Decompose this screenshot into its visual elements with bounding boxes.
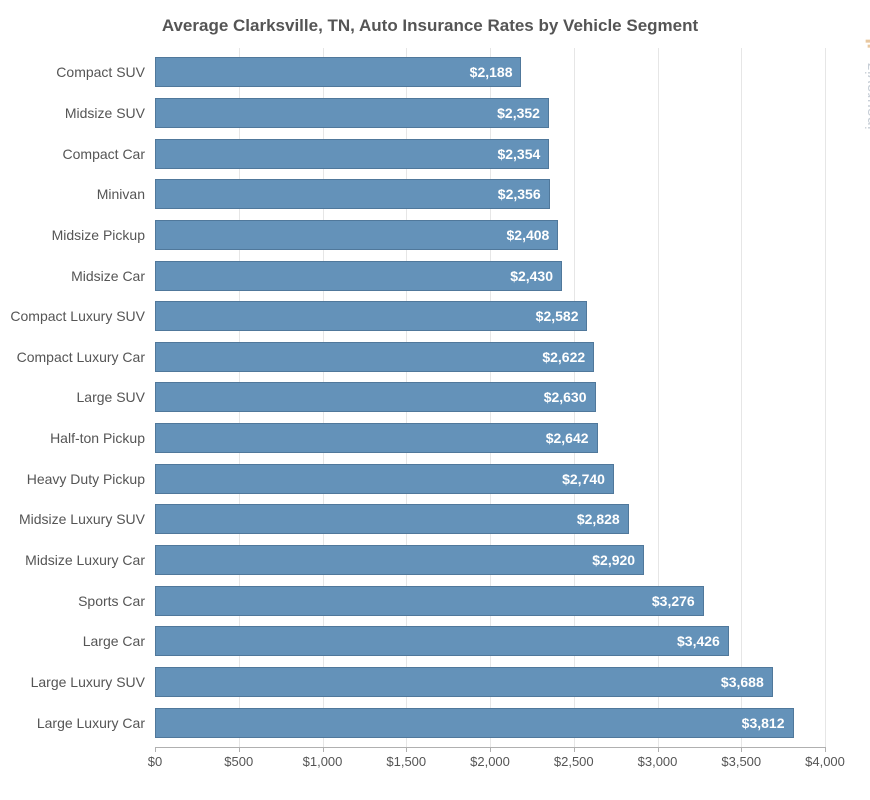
bar-row: Midsize Pickup$2,408 xyxy=(155,220,825,250)
bar-row: Compact Car$2,354 xyxy=(155,139,825,169)
category-label: Compact Car xyxy=(63,146,145,162)
bar-value-label: $3,276 xyxy=(652,593,695,609)
bar-row: Compact SUV$2,188 xyxy=(155,57,825,87)
x-tick-label: $2,000 xyxy=(470,754,510,769)
category-label: Large Luxury Car xyxy=(37,715,145,731)
bar: $3,812 xyxy=(155,708,794,738)
category-label: Minivan xyxy=(97,186,145,202)
bar: $2,828 xyxy=(155,504,629,534)
bar-row: Midsize Car$2,430 xyxy=(155,261,825,291)
x-tick-label: $3,500 xyxy=(721,754,761,769)
bar-value-label: $2,582 xyxy=(536,308,579,324)
bar-value-label: $2,630 xyxy=(544,389,587,405)
bar: $3,688 xyxy=(155,667,773,697)
category-label: Midsize Pickup xyxy=(52,227,145,243)
bar: $2,430 xyxy=(155,261,562,291)
category-label: Midsize SUV xyxy=(65,105,145,121)
category-label: Heavy Duty Pickup xyxy=(27,471,145,487)
bar-value-label: $3,426 xyxy=(677,633,720,649)
bar-row: Midsize SUV$2,352 xyxy=(155,98,825,128)
bar: $2,622 xyxy=(155,342,594,372)
bar-value-label: $2,356 xyxy=(498,186,541,202)
bar: $2,642 xyxy=(155,423,598,453)
category-label: Midsize Luxury Car xyxy=(25,552,145,568)
bar: $2,356 xyxy=(155,179,550,209)
bar: $2,920 xyxy=(155,545,644,575)
gridline xyxy=(825,48,826,747)
bar: $3,426 xyxy=(155,626,729,656)
category-label: Midsize Car xyxy=(71,268,145,284)
bar-value-label: $2,920 xyxy=(592,552,635,568)
category-label: Compact Luxury SUV xyxy=(10,308,145,324)
bar: $2,352 xyxy=(155,98,549,128)
bar-value-label: $3,688 xyxy=(721,674,764,690)
x-tick-label: $1,500 xyxy=(386,754,426,769)
bar-row: Minivan$2,356 xyxy=(155,179,825,209)
category-label: Compact SUV xyxy=(56,64,145,80)
bar-row: Large Luxury SUV$3,688 xyxy=(155,667,825,697)
bar-value-label: $2,622 xyxy=(542,349,585,365)
x-tick-label: $2,500 xyxy=(554,754,594,769)
x-tick-label: $500 xyxy=(224,754,253,769)
bar-row: Sports Car$3,276 xyxy=(155,586,825,616)
bar-row: Large SUV$2,630 xyxy=(155,382,825,412)
bar: $3,276 xyxy=(155,586,704,616)
bar-row: Half-ton Pickup$2,642 xyxy=(155,423,825,453)
bar: $2,408 xyxy=(155,220,558,250)
chart-title: Average Clarksville, TN, Auto Insurance … xyxy=(10,16,850,36)
plot-area: Compact SUV$2,188 Midsize SUV$2,352 Compac… xyxy=(155,48,825,748)
category-label: Large Car xyxy=(83,633,145,649)
bar-row: Midsize Luxury SUV$2,828 xyxy=(155,504,825,534)
bar-value-label: $2,430 xyxy=(510,268,553,284)
x-tick-label: $1,000 xyxy=(303,754,343,769)
bar-value-label: $2,352 xyxy=(497,105,540,121)
bar: $2,740 xyxy=(155,464,614,494)
bar-value-label: $2,828 xyxy=(577,511,620,527)
bar-value-label: $2,354 xyxy=(497,146,540,162)
category-label: Compact Luxury Car xyxy=(17,349,145,365)
bar: $2,582 xyxy=(155,301,587,331)
bar-value-label: $2,408 xyxy=(507,227,550,243)
category-label: Large Luxury SUV xyxy=(31,674,145,690)
x-axis: $0$500$1,000$1,500$2,000$2,500$3,000$3,5… xyxy=(155,748,825,772)
bar-value-label: $2,740 xyxy=(562,471,605,487)
bar-row: Compact Luxury SUV$2,582 xyxy=(155,301,825,331)
bar-row: Compact Luxury Car$2,622 xyxy=(155,342,825,372)
chart-container: Average Clarksville, TN, Auto Insurance … xyxy=(0,0,870,800)
bar: $2,188 xyxy=(155,57,521,87)
x-tick-label: $3,000 xyxy=(638,754,678,769)
bar: $2,354 xyxy=(155,139,549,169)
x-tick-label: $4,000 xyxy=(805,754,845,769)
bar-value-label: $2,642 xyxy=(546,430,589,446)
watermark-text: insuraviz xyxy=(864,62,870,130)
bar-row: Large Luxury Car$3,812 xyxy=(155,708,825,738)
bar: $2,630 xyxy=(155,382,596,412)
category-label: Large SUV xyxy=(77,389,145,405)
x-tick-label: $0 xyxy=(148,754,162,769)
category-label: Midsize Luxury SUV xyxy=(19,511,145,527)
watermark-logo: insuraviz xyxy=(864,40,870,130)
category-label: Half-ton Pickup xyxy=(50,430,145,446)
bar-row: Midsize Luxury Car$2,920 xyxy=(155,545,825,575)
bar-value-label: $2,188 xyxy=(470,64,513,80)
bar-row: Heavy Duty Pickup$2,740 xyxy=(155,464,825,494)
watermark-bars-icon xyxy=(866,40,870,58)
category-label: Sports Car xyxy=(78,593,145,609)
bar-row: Large Car$3,426 xyxy=(155,626,825,656)
bar-value-label: $3,812 xyxy=(742,715,785,731)
